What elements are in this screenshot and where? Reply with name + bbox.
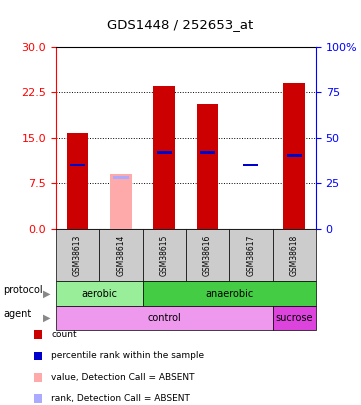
Text: rank, Detection Call = ABSENT: rank, Detection Call = ABSENT [51,394,190,403]
Text: GSM38617: GSM38617 [247,234,255,276]
Bar [70,164,85,166]
Bar [243,164,258,166]
Text: GSM38614: GSM38614 [117,234,125,276]
Text: anaerobic: anaerobic [205,289,253,298]
Text: GSM38618: GSM38618 [290,234,299,276]
Bar [67,133,88,229]
Bar [197,104,218,229]
Text: ▶: ▶ [43,289,51,298]
Text: agent: agent [4,309,32,319]
Text: aerobic: aerobic [81,289,117,298]
Text: sucrose: sucrose [275,313,313,323]
Text: protocol: protocol [4,285,43,294]
Bar [200,151,215,154]
Bar [110,174,132,229]
Text: GDS1448 / 252653_at: GDS1448 / 252653_at [107,18,254,31]
Text: percentile rank within the sample: percentile rank within the sample [51,352,204,360]
Bar [157,151,172,154]
Text: GSM38615: GSM38615 [160,234,169,276]
Text: GSM38613: GSM38613 [73,234,82,276]
Text: count: count [51,330,77,339]
Bar [287,154,302,158]
Text: ▶: ▶ [43,313,51,323]
Text: GSM38616: GSM38616 [203,234,212,276]
Bar [283,83,305,229]
Bar [113,176,129,179]
Bar [153,86,175,229]
Text: control: control [147,313,181,323]
Text: value, Detection Call = ABSENT: value, Detection Call = ABSENT [51,373,195,382]
